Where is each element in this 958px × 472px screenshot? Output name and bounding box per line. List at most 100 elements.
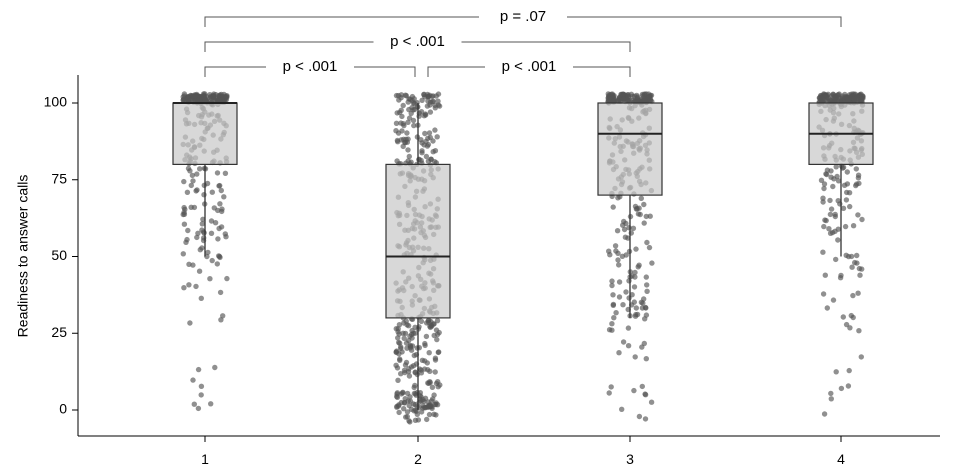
data-point <box>635 211 642 217</box>
data-point <box>197 247 203 253</box>
y-ticks: 0 25 50 75 100 <box>44 94 78 417</box>
data-point <box>414 345 420 351</box>
data-point <box>848 312 854 319</box>
data-point <box>834 173 840 180</box>
data-point <box>424 360 430 366</box>
data-point <box>200 216 206 222</box>
data-point <box>634 94 641 100</box>
data-point <box>835 178 842 184</box>
data-point <box>820 249 826 255</box>
data-point <box>827 197 833 204</box>
data-point <box>190 93 196 99</box>
data-point <box>432 357 439 363</box>
bracket-line-right <box>354 66 416 77</box>
data-point <box>434 336 440 343</box>
data-point <box>197 166 203 172</box>
data-point <box>840 205 847 211</box>
data-point <box>427 379 433 386</box>
data-point <box>212 220 219 226</box>
data-point <box>220 94 226 100</box>
data-point <box>626 278 632 284</box>
data-point <box>633 246 639 252</box>
data-point <box>411 122 417 129</box>
bracket-1-3: p < .001 <box>204 33 631 52</box>
data-point <box>428 156 434 162</box>
data-point <box>853 181 860 187</box>
data-point <box>605 95 611 101</box>
data-point <box>224 275 230 282</box>
data-point <box>410 117 417 124</box>
data-point <box>221 194 227 200</box>
box-iqr <box>385 163 451 319</box>
data-point <box>215 236 221 242</box>
data-point <box>220 313 226 319</box>
data-point <box>610 292 616 298</box>
data-point <box>214 170 221 176</box>
data-point <box>181 221 188 227</box>
data-point <box>432 148 439 154</box>
data-point <box>402 92 409 98</box>
data-point <box>223 234 229 240</box>
data-point <box>635 264 641 270</box>
data-point <box>855 212 861 218</box>
bracket-line-right <box>567 16 842 27</box>
data-point <box>846 367 852 374</box>
box-4 <box>808 102 874 257</box>
data-point <box>400 390 406 396</box>
data-point <box>821 185 827 192</box>
bracket-1-4: p = .07 <box>204 8 842 27</box>
data-point <box>430 138 436 144</box>
data-point <box>394 110 400 116</box>
data-point <box>828 174 834 180</box>
data-point <box>191 401 197 407</box>
data-point <box>609 321 615 327</box>
data-point <box>432 127 438 133</box>
data-point <box>205 249 211 256</box>
data-point <box>642 416 649 422</box>
data-point <box>856 328 862 334</box>
data-point <box>620 339 627 345</box>
data-point <box>435 349 441 356</box>
data-point <box>434 134 440 140</box>
bracket-line-left <box>427 66 485 77</box>
data-point <box>193 283 199 290</box>
data-point <box>649 260 655 266</box>
data-point <box>434 318 441 324</box>
data-point <box>622 234 629 240</box>
data-point <box>425 98 431 104</box>
data-point <box>644 239 650 246</box>
data-point <box>198 383 205 389</box>
data-point <box>187 320 193 326</box>
data-point <box>393 362 399 368</box>
data-point <box>824 167 831 173</box>
data-point <box>621 226 628 233</box>
data-point <box>215 207 221 214</box>
data-point <box>400 102 406 109</box>
data-point <box>835 237 841 243</box>
bracket-line-left <box>204 41 374 52</box>
data-point <box>208 230 215 236</box>
data-point <box>394 348 400 354</box>
data-point <box>188 182 194 189</box>
data-point <box>404 409 411 415</box>
data-point <box>181 209 187 216</box>
data-point <box>402 139 408 146</box>
data-point <box>858 354 864 360</box>
data-point <box>412 382 418 389</box>
data-point <box>632 354 638 360</box>
data-point <box>648 399 655 405</box>
data-point <box>842 223 849 230</box>
data-point <box>850 223 857 229</box>
data-point <box>858 91 864 97</box>
data-point <box>418 370 425 376</box>
data-point <box>402 330 409 337</box>
x-tick-label: 1 <box>201 451 209 467</box>
data-point <box>646 244 653 251</box>
data-point <box>189 172 196 179</box>
data-point <box>608 384 614 390</box>
box-2 <box>385 103 451 410</box>
data-point <box>405 99 411 105</box>
box-iqr <box>172 102 238 166</box>
data-point <box>423 333 430 340</box>
data-point <box>405 147 411 153</box>
